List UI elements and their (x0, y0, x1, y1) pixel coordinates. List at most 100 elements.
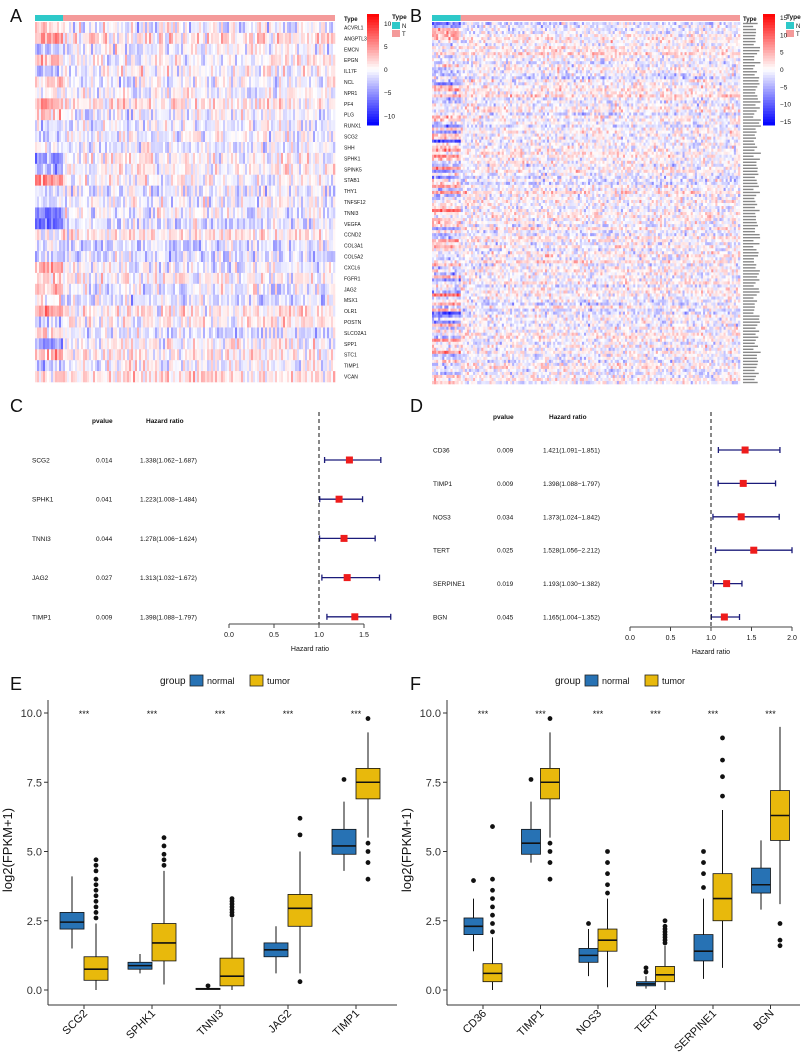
heatmap-cell (269, 284, 271, 295)
heatmap-cell (295, 77, 297, 88)
heatmap-cell (311, 55, 313, 66)
heatmap-cell (291, 218, 293, 229)
heatmap-cell (313, 218, 315, 229)
heatmap-cell (277, 164, 279, 175)
heatmap-cell (123, 218, 125, 229)
heatmap-cell (49, 327, 51, 338)
heatmap-cell (61, 153, 63, 164)
heatmap-cell (225, 273, 227, 284)
heatmap-cell (185, 284, 187, 295)
heatmap-cell (283, 273, 285, 284)
heatmap-cell (301, 131, 303, 142)
heatmap-cell (85, 87, 87, 98)
heatmap-cell (325, 77, 327, 88)
heatmap-cell (261, 55, 263, 66)
heatmap-cell (311, 131, 313, 142)
heatmap-cell (67, 207, 69, 218)
heatmap-cell (267, 186, 269, 197)
heatmap-cell (255, 240, 257, 251)
heatmap-cell (83, 327, 85, 338)
heatmap-cell (191, 251, 193, 262)
heatmap-cell (161, 77, 163, 88)
heatmap-cell (289, 44, 291, 55)
heatmap-cell (153, 207, 155, 218)
heatmap-cell (101, 349, 103, 360)
heatmap-cell (271, 295, 273, 306)
heatmap-cell (329, 371, 331, 382)
heatmap-cell (223, 317, 225, 328)
heatmap-cell (227, 142, 229, 153)
heatmap-cell (213, 360, 215, 371)
heatmap-cell (171, 186, 173, 197)
heatmap-cell (287, 77, 289, 88)
heatmap-cell (109, 77, 111, 88)
heatmap-cell (235, 371, 237, 382)
heatmap-cell (209, 229, 211, 240)
heatmap-cell (133, 240, 135, 251)
heatmap-cell (329, 338, 331, 349)
heatmap-cell (315, 251, 317, 262)
heatmap-cell (211, 131, 213, 142)
heatmap-cell (239, 207, 241, 218)
heatmap-cell (97, 349, 99, 360)
heatmap-cell (87, 229, 89, 240)
heatmap-cell (125, 371, 127, 382)
heatmap-cell (237, 55, 239, 66)
heatmap-cell (321, 164, 323, 175)
heatmap-cell (249, 33, 251, 44)
heatmap-cell (173, 306, 175, 317)
heatmap-cell (233, 360, 235, 371)
heatmap-cell (143, 109, 145, 120)
heatmap-cell (243, 164, 245, 175)
heatmap-cell (249, 229, 251, 240)
heatmap-cell (99, 175, 101, 186)
heatmap-cell (271, 44, 273, 55)
heatmap-cell (269, 55, 271, 66)
heatmap-cell (47, 77, 49, 88)
heatmap-cell (161, 338, 163, 349)
heatmap-cell (71, 87, 73, 98)
heatmap-cell (287, 306, 289, 317)
heatmap-cell (273, 55, 275, 66)
heatmap-cell (333, 109, 335, 120)
heatmap-cell (149, 240, 151, 251)
heatmap-cell (235, 317, 237, 328)
heatmap-cell (99, 22, 101, 33)
heatmap-cell (191, 284, 193, 295)
heatmap-cell (209, 22, 211, 33)
heatmap-cell (243, 251, 245, 262)
heatmap-cell (91, 55, 93, 66)
heatmap-cell (299, 142, 301, 153)
heatmap-cell (197, 284, 199, 295)
heatmap-cell (161, 109, 163, 120)
heatmap-cell (133, 87, 135, 98)
heatmap-cell (43, 262, 45, 273)
heatmap-cell (83, 349, 85, 360)
heatmap-cell (53, 371, 55, 382)
heatmap-cell (269, 327, 271, 338)
heatmap-cell (259, 207, 261, 218)
heatmap-cell (149, 338, 151, 349)
heatmap-cell (155, 44, 157, 55)
heatmap-cell (311, 207, 313, 218)
heatmap-cell (275, 284, 277, 295)
heatmap-cell (55, 66, 57, 77)
heatmap-cell (41, 295, 43, 306)
heatmap-cell (167, 153, 169, 164)
heatmap-cell (259, 55, 261, 66)
heatmap-cell (211, 338, 213, 349)
heatmap-cell (141, 240, 143, 251)
heatmap-cell (313, 77, 315, 88)
heatmap-cell (171, 55, 173, 66)
heatmap-cell (51, 153, 53, 164)
heatmap-cell (219, 338, 221, 349)
heatmap-cell (223, 338, 225, 349)
heatmap-cell (123, 120, 125, 131)
heatmap-cell (239, 186, 241, 197)
heatmap-cell (299, 44, 301, 55)
heatmap-cell (183, 153, 185, 164)
heatmap-cell (289, 142, 291, 153)
heatmap-cell (77, 251, 79, 262)
heatmap-cell (153, 360, 155, 371)
heatmap-cell (151, 295, 153, 306)
